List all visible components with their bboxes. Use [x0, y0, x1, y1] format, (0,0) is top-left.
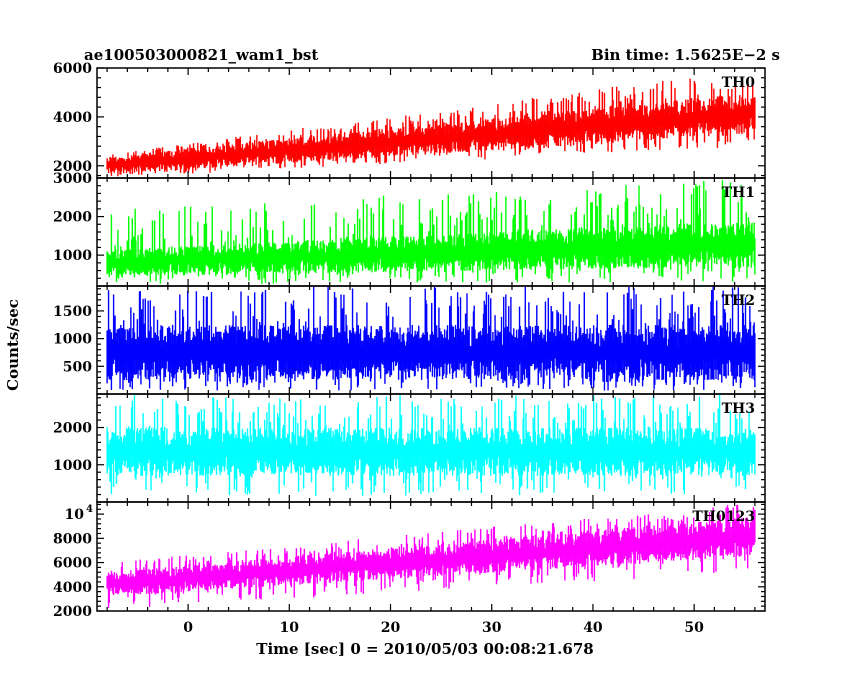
y-tick-label: 2000: [53, 421, 92, 437]
y-tick-label: 4000: [53, 110, 92, 126]
y-tick-label: 2000: [53, 604, 92, 620]
x-tick-label: 10: [280, 620, 300, 636]
y-tick-label: 3000: [53, 171, 92, 187]
panel-label: TH3: [722, 401, 755, 417]
y-tick-label: 10: [65, 507, 85, 523]
y-tick-label: 1000: [53, 248, 92, 264]
chart-title: ae100503000821_wam1_bst: [84, 46, 318, 64]
x-tick-label: 30: [482, 620, 502, 636]
x-axis-label: Time [sec] 0 = 2010/05/03 00:08:21.678: [256, 640, 593, 658]
y-tick-label: 6000: [53, 556, 92, 572]
y-tick-label: 1000: [53, 332, 92, 348]
y-tick-exponent: 4: [86, 504, 93, 515]
series-th3: [106, 394, 756, 497]
panel-th2: 500 1000 1500 TH2: [53, 285, 766, 395]
y-tick-label: 1500: [53, 304, 92, 320]
y-tick-label: 4000: [53, 580, 92, 596]
y-tick-label: 1000: [53, 458, 92, 474]
bin-time-label: Bin time: 1.5625E−2 s: [591, 46, 780, 64]
y-axis-label: Counts/sec: [4, 299, 22, 391]
panel-th0: 2000 4000 6000 TH0: [53, 61, 766, 179]
panel-label: TH1: [722, 185, 755, 201]
panels-group: 200040006000TH0100020003000TH15001000150…: [53, 61, 766, 636]
series-th2: [106, 286, 756, 391]
series-th1: [106, 180, 756, 284]
panel-label: TH0123: [692, 509, 755, 525]
x-tick-label: 0: [183, 620, 193, 636]
y-tick-label: 8000: [53, 531, 92, 547]
y-tick-label: 2000: [53, 210, 92, 226]
x-tick-label: 20: [381, 620, 401, 636]
x-tick-label: 40: [583, 620, 603, 636]
panel-th0123: 2000 4000 6000 8000 10 4 TH0123: [53, 501, 766, 620]
series-th0123: [106, 504, 756, 608]
y-tick-label: 2000: [53, 159, 92, 175]
panel-label: TH2: [722, 293, 755, 309]
panel-th1: 1000 2000 3000 TH1: [53, 171, 766, 287]
y-tick-label: 6000: [53, 61, 92, 77]
y-tick-label: 500: [63, 359, 92, 375]
x-tick-label: 50: [684, 620, 704, 636]
series-th0: [106, 78, 756, 177]
panel-label: TH0: [722, 75, 756, 91]
panel-th3: 1000 2000 TH3: [53, 393, 766, 503]
